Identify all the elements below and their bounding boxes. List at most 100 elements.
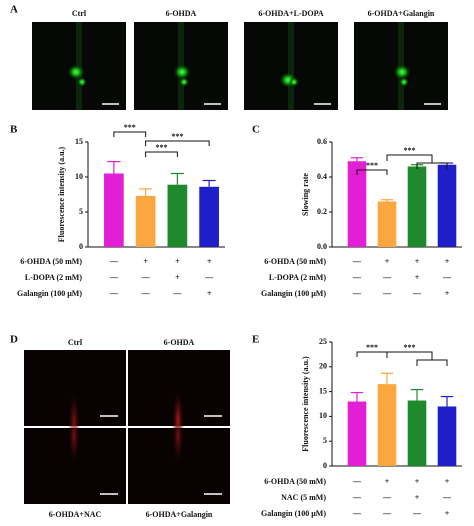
y-tick-label: 20 <box>319 362 327 371</box>
bar <box>407 400 427 466</box>
panel-label: A <box>10 4 18 16</box>
significance: *** <box>404 343 416 352</box>
fluorescence <box>173 64 191 80</box>
treatment-label: 6-OHDA (50 mM) <box>264 477 326 486</box>
y-tick-label: 15 <box>75 137 83 146</box>
treatment-sign: — <box>412 509 422 518</box>
treatment-sign: — <box>204 273 214 282</box>
bracket <box>145 151 178 157</box>
bar <box>347 161 367 247</box>
bar <box>437 406 457 466</box>
y-axis-title: Fluorescence intensity (a.u.) <box>301 356 310 452</box>
treatment-sign: — <box>352 257 362 266</box>
worm <box>288 22 294 110</box>
treatment-sign: — <box>382 509 392 518</box>
bracket <box>356 169 388 175</box>
treatment-label: L-DOPA (2 mM) <box>25 273 83 282</box>
image-label: 6-OHDA <box>164 338 195 347</box>
panel-label: B <box>10 124 18 136</box>
bracket <box>386 154 433 163</box>
y-tick-label: 0.4 <box>317 172 327 181</box>
treatment-sign: — <box>412 289 422 298</box>
treatment-label: NAC (5 mM) <box>281 493 326 502</box>
treatment-label: Galangin (100 μM) <box>17 289 82 298</box>
treatment-sign: + <box>207 289 212 298</box>
y-tick-label: 25 <box>319 337 327 346</box>
treatment-sign: — <box>109 273 119 282</box>
fluorescence <box>179 77 189 87</box>
treatment-label: Galangin (100 μM) <box>261 289 326 298</box>
y-tick-label: 0.2 <box>317 207 327 216</box>
y-tick-label: 5 <box>79 207 83 216</box>
y-tick-label: 0 <box>79 242 83 251</box>
bar <box>377 201 397 247</box>
treatment-sign: + <box>143 257 148 266</box>
treatment-sign: + <box>445 477 450 486</box>
treatment-sign: — <box>442 273 452 282</box>
fluorescence <box>172 406 184 466</box>
bar <box>199 186 219 247</box>
panel-label: E <box>252 334 259 346</box>
fluorescence <box>399 77 409 87</box>
image-label: Ctrl <box>68 338 83 347</box>
treatment-sign: — <box>382 493 392 502</box>
treatment-sign: — <box>382 289 392 298</box>
treatment-sign: — <box>382 273 392 282</box>
treatment-sign: — <box>172 289 182 298</box>
y-tick-label: 0.0 <box>317 242 327 251</box>
treatment-sign: — <box>442 493 452 502</box>
bracket <box>145 140 210 146</box>
bar <box>347 401 367 466</box>
bar <box>437 164 457 247</box>
bar <box>167 184 188 247</box>
treatment-sign: + <box>445 289 450 298</box>
treatment-sign: + <box>385 477 390 486</box>
significance: *** <box>156 143 168 152</box>
y-tick-label: 0.6 <box>317 137 327 146</box>
image-label: 6-OHDA+L-DOPA <box>258 9 324 18</box>
bracket <box>386 351 433 360</box>
significance: *** <box>404 146 416 155</box>
bar <box>377 384 397 466</box>
significance: *** <box>171 132 183 141</box>
y-tick-label: 0 <box>323 461 327 470</box>
treatment-sign: + <box>415 477 420 486</box>
treatment-sign: + <box>207 257 212 266</box>
treatment-sign: — <box>352 509 362 518</box>
treatment-label: 6-OHDA (50 mM) <box>20 257 82 266</box>
y-tick-label: 5 <box>323 436 327 445</box>
treatment-sign: + <box>175 257 180 266</box>
y-tick-label: 10 <box>319 411 327 420</box>
treatment-sign: — <box>141 273 151 282</box>
fluorescence <box>393 64 411 80</box>
treatment-sign: — <box>141 289 151 298</box>
treatment-sign: + <box>415 273 420 282</box>
treatment-label: Galangin (100 μM) <box>261 509 326 518</box>
treatment-sign: — <box>352 477 362 486</box>
bracket <box>356 351 388 357</box>
treatment-sign: + <box>415 257 420 266</box>
fluorescence <box>77 77 87 87</box>
treatment-sign: + <box>445 257 450 266</box>
bracket <box>416 359 448 366</box>
fluorescence <box>68 406 80 466</box>
treatment-sign: — <box>352 289 362 298</box>
treatment-sign: — <box>109 289 119 298</box>
bar <box>104 173 124 247</box>
significance: *** <box>124 123 136 132</box>
treatment-sign: — <box>352 273 362 282</box>
image-label: 6-OHDA+NAC <box>49 510 102 519</box>
image-label: 6-OHDA+Galangin <box>368 9 435 18</box>
panel-label: D <box>10 334 18 346</box>
fluorescence <box>67 64 85 80</box>
image-label: Ctrl <box>72 9 87 18</box>
treatment-sign: + <box>445 509 450 518</box>
image-label: 6-OHDA <box>166 9 197 18</box>
treatment-sign: + <box>385 257 390 266</box>
treatment-sign: — <box>109 257 119 266</box>
significance: *** <box>366 343 378 352</box>
panel-label: C <box>252 124 260 136</box>
bracket <box>113 131 147 137</box>
fluorescence <box>289 77 299 87</box>
